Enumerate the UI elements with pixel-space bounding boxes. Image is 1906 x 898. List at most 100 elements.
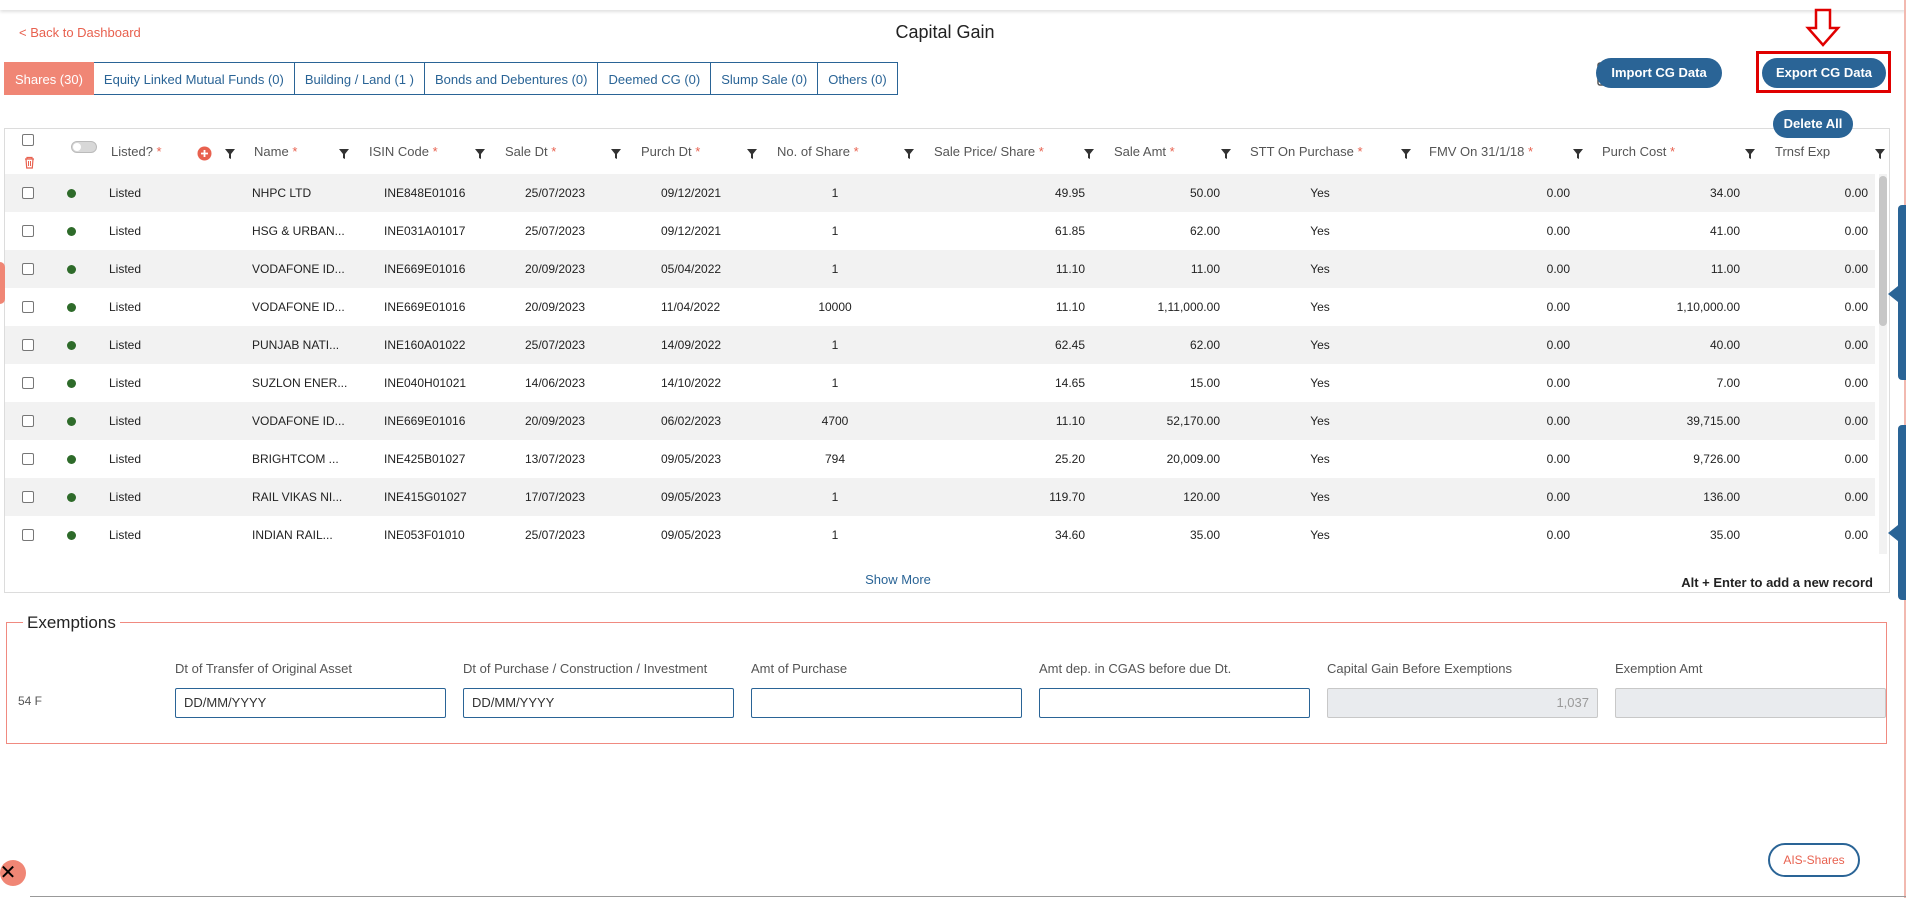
row-checkbox[interactable] bbox=[22, 339, 34, 351]
row-checkbox[interactable] bbox=[22, 263, 34, 275]
table-row[interactable]: Listed HSG & URBAN... INE031A01017 25/07/20… bbox=[5, 212, 1875, 250]
label-exemption-amt: Exemption Amt bbox=[1615, 661, 1703, 676]
row-checkbox[interactable] bbox=[22, 415, 34, 427]
table-row[interactable]: Listed VODAFONE ID... INE669E01016 20/09/20… bbox=[5, 402, 1875, 440]
select-all-checkbox[interactable] bbox=[22, 134, 34, 146]
cell-sale-price: 14.65 bbox=[1054, 376, 1085, 390]
shares-table: Listed? * Name * ISIN Code * Sale Dt * P… bbox=[4, 128, 1890, 593]
show-more-link[interactable]: Show More bbox=[865, 572, 931, 587]
tab-deemed-cg[interactable]: Deemed CG (0) bbox=[598, 62, 712, 95]
panel-expand-arrow-icon[interactable] bbox=[1888, 525, 1898, 541]
listed-status-dot bbox=[67, 341, 76, 350]
cell-sale-price: 11.10 bbox=[1055, 414, 1085, 428]
table-row[interactable]: Listed PUNJAB NATI... INE160A01022 25/07/20… bbox=[5, 326, 1875, 364]
row-checkbox[interactable] bbox=[22, 453, 34, 465]
panel-expand-arrow-icon[interactable] bbox=[1888, 286, 1898, 302]
tab-bonds-debentures[interactable]: Bonds and Debentures (0) bbox=[424, 62, 599, 95]
cell-name: INDIAN RAIL... bbox=[252, 528, 333, 542]
right-side-panel-tab[interactable] bbox=[1898, 205, 1906, 380]
header-listed: Listed? * bbox=[111, 144, 162, 159]
row-checkbox[interactable] bbox=[22, 491, 34, 503]
close-button[interactable] bbox=[0, 860, 26, 886]
cell-sale-amt: 11.00 bbox=[1190, 262, 1220, 276]
table-row[interactable]: Listed VODAFONE ID... INE669E01016 20/09/20… bbox=[5, 250, 1875, 288]
table-row[interactable]: Listed NHPC LTD INE848E01016 25/07/2023 09/1… bbox=[5, 174, 1875, 212]
transfer-date-field[interactable]: DD/MM/YYYY bbox=[175, 688, 446, 718]
cell-trnsf: 0.00 bbox=[1844, 186, 1868, 200]
cell-fmv: 0.00 bbox=[1546, 224, 1570, 238]
purchase-date-field[interactable]: DD/MM/YYYY bbox=[463, 688, 734, 718]
header-isin: ISIN Code * bbox=[369, 144, 438, 159]
table-row[interactable]: Listed INDIAN RAIL... INE053F01010 25/07/20… bbox=[5, 516, 1875, 554]
cgas-amount-field[interactable] bbox=[1039, 688, 1310, 718]
cell-stt: Yes bbox=[1310, 376, 1330, 390]
cell-name: HSG & URBAN... bbox=[252, 224, 345, 238]
cell-no-share: 4700 bbox=[821, 414, 849, 428]
import-cg-data-button[interactable]: Import CG Data bbox=[1596, 58, 1722, 88]
close-icon[interactable]: ✕ bbox=[0, 862, 17, 884]
toggle-icon[interactable] bbox=[71, 141, 97, 153]
filter-icon[interactable] bbox=[1573, 149, 1583, 159]
tab-others[interactable]: Others (0) bbox=[818, 62, 898, 95]
table-scrollbar-thumb[interactable] bbox=[1879, 176, 1887, 326]
tab-shares[interactable]: Shares (30) bbox=[4, 62, 94, 95]
listed-status-dot bbox=[67, 455, 76, 464]
table-scrollbar-track[interactable] bbox=[1879, 174, 1887, 554]
filter-icon[interactable] bbox=[225, 149, 235, 159]
table-header: Listed? * Name * ISIN Code * Sale Dt * P… bbox=[5, 129, 1889, 174]
table-row[interactable]: Listed SUZLON ENER... INE040H01021 14/06/20… bbox=[5, 364, 1875, 402]
filter-icon[interactable] bbox=[1401, 149, 1411, 159]
filter-icon[interactable] bbox=[1221, 149, 1231, 159]
cell-fmv: 0.00 bbox=[1546, 300, 1570, 314]
back-to-dashboard-link[interactable]: < Back to Dashboard bbox=[19, 25, 141, 40]
delete-all-button[interactable]: Delete All bbox=[1773, 110, 1853, 138]
cell-listed: Listed bbox=[109, 224, 142, 238]
right-side-panel-tab-2[interactable] bbox=[1898, 425, 1906, 600]
tab-slump-sale[interactable]: Slump Sale (0) bbox=[711, 62, 819, 95]
top-bar bbox=[0, 0, 1906, 10]
cell-isin: INE848E01016 bbox=[384, 186, 466, 200]
row-checkbox[interactable] bbox=[22, 187, 34, 199]
table-row[interactable]: Listed RAIL VIKAS NI... INE415G01027 17/07/… bbox=[5, 478, 1875, 516]
header-no-of-share: No. of Share * bbox=[777, 144, 859, 159]
export-cg-data-button[interactable]: Export CG Data bbox=[1762, 58, 1886, 88]
filter-icon[interactable] bbox=[1745, 149, 1755, 159]
trash-icon[interactable] bbox=[24, 156, 35, 169]
cell-sale-amt: 52,170.00 bbox=[1166, 414, 1220, 428]
listed-status-dot bbox=[67, 379, 76, 388]
cell-listed: Listed bbox=[109, 300, 142, 314]
filter-icon[interactable] bbox=[475, 149, 485, 159]
add-circle-icon[interactable] bbox=[197, 146, 212, 161]
cell-fmv: 0.00 bbox=[1546, 528, 1570, 542]
cg-before-exemptions-field: 1,037 bbox=[1327, 688, 1598, 718]
row-checkbox[interactable] bbox=[22, 301, 34, 313]
cell-isin: INE669E01016 bbox=[384, 262, 466, 276]
cell-no-share: 10000 bbox=[818, 300, 852, 314]
filter-icon[interactable] bbox=[611, 149, 621, 159]
category-tabs: Shares (30) Equity Linked Mutual Funds (… bbox=[4, 62, 898, 95]
filter-icon[interactable] bbox=[339, 149, 349, 159]
row-checkbox[interactable] bbox=[22, 377, 34, 389]
tab-building-land[interactable]: Building / Land (1 ) bbox=[294, 62, 425, 95]
cell-sale-amt: 50.00 bbox=[1189, 186, 1220, 200]
filter-icon[interactable] bbox=[747, 149, 757, 159]
row-checkbox[interactable] bbox=[22, 529, 34, 541]
cell-no-share: 1 bbox=[831, 338, 839, 352]
cell-no-share: 794 bbox=[824, 452, 846, 466]
cell-fmv: 0.00 bbox=[1546, 376, 1570, 390]
cell-purch-cost: 34.00 bbox=[1709, 186, 1740, 200]
ais-shares-button[interactable]: AIS-Shares bbox=[1768, 843, 1860, 877]
tab-equity-mutual-funds[interactable]: Equity Linked Mutual Funds (0) bbox=[93, 62, 295, 95]
filter-icon[interactable] bbox=[1084, 149, 1094, 159]
header-sale-price: Sale Price/ Share * bbox=[934, 144, 1044, 159]
cell-isin: INE160A01022 bbox=[384, 338, 466, 352]
listed-status-dot bbox=[67, 189, 76, 198]
filter-icon[interactable] bbox=[1875, 149, 1885, 159]
amt-of-purchase-field[interactable] bbox=[751, 688, 1022, 718]
table-row[interactable]: Listed BRIGHTCOM ... INE425B01027 13/07/202… bbox=[5, 440, 1875, 478]
row-checkbox[interactable] bbox=[22, 225, 34, 237]
table-row[interactable]: Listed VODAFONE ID... INE669E01016 20/09/20… bbox=[5, 288, 1875, 326]
left-side-tab[interactable] bbox=[0, 262, 5, 304]
filter-icon[interactable] bbox=[904, 149, 914, 159]
exemption-amt-field bbox=[1615, 688, 1886, 718]
